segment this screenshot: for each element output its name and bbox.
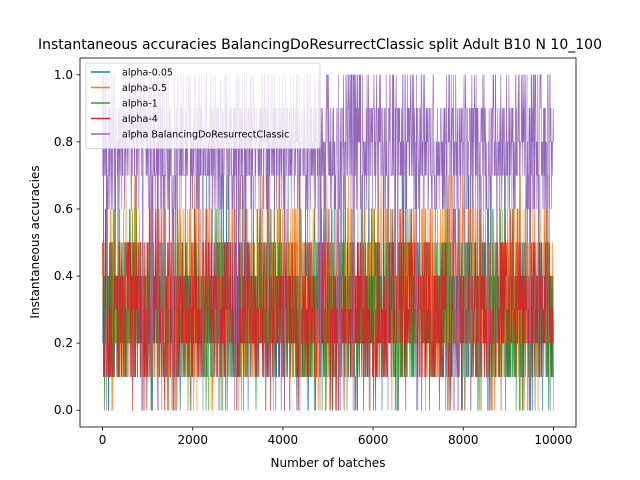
x-axis-label: Number of batches xyxy=(271,456,386,470)
y-tick-label: 0.4 xyxy=(54,269,73,283)
x-tick-label: 6000 xyxy=(358,433,389,447)
x-tick-label: 0 xyxy=(99,433,107,447)
x-tick-label: 2000 xyxy=(177,433,208,447)
axes-frame xyxy=(79,57,577,428)
legend-box xyxy=(85,62,321,149)
x-tick-label: 8000 xyxy=(448,433,479,447)
y-tick-label: 0.0 xyxy=(54,403,73,417)
plot-area xyxy=(79,57,577,428)
y-tick-label: 0.2 xyxy=(54,336,73,350)
x-tick-label: 10000 xyxy=(534,433,572,447)
chart-title: Instantaneous accuracies BalancingDoResu… xyxy=(38,37,602,53)
x-tick-label: 4000 xyxy=(268,433,299,447)
y-tick-label: 0.6 xyxy=(54,202,73,216)
legend-label: alpha-0.5 xyxy=(122,83,167,94)
legend-label: alpha-0.05 xyxy=(122,68,173,79)
y-axis: 0.0 0.2 0.4 0.6 0.8 1.0 xyxy=(54,68,80,417)
x-axis: 0 2000 4000 6000 8000 10000 xyxy=(99,427,573,447)
legend-label: alpha-1 xyxy=(122,99,158,110)
y-axis-label: Instantaneous accuracies xyxy=(28,165,42,318)
y-tick-label: 1.0 xyxy=(54,68,73,82)
series-line-alpha-4 xyxy=(102,208,554,411)
legend-label: alpha-4 xyxy=(122,114,158,125)
legend: alpha-0.05 alpha-0.5 alpha-1 alpha-4 alpha B… xyxy=(85,62,321,149)
legend-label: alpha BalancingDoResurrectClassic xyxy=(122,130,289,141)
y-tick-label: 0.8 xyxy=(54,135,73,149)
